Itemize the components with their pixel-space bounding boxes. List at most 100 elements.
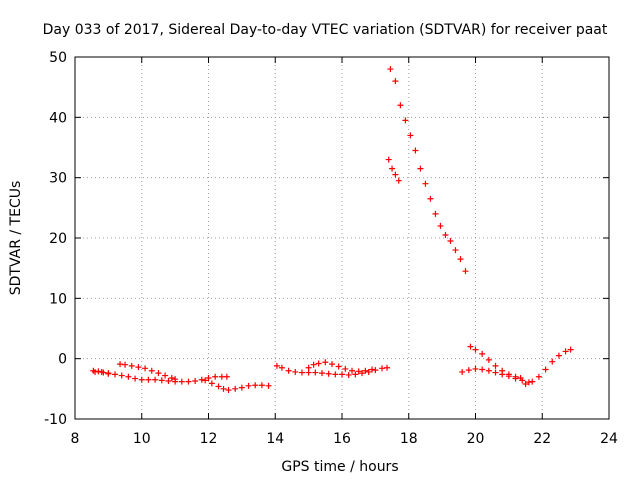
data-point (128, 362, 135, 369)
data-point (325, 370, 332, 377)
y-tick-label: 50 (49, 50, 67, 66)
data-point (362, 367, 369, 374)
series-arc-5 (273, 362, 391, 378)
data-point (192, 377, 199, 384)
data-point (208, 380, 215, 387)
data-point (258, 382, 265, 389)
data-point (172, 376, 179, 383)
data-point (205, 374, 212, 381)
series-arc-8 (385, 156, 402, 184)
data-point (412, 147, 419, 154)
data-point (447, 238, 454, 245)
y-tick-label: -10 (44, 412, 67, 428)
data-point (392, 78, 399, 85)
data-point (379, 365, 386, 372)
data-point (98, 368, 105, 375)
data-point (467, 343, 474, 350)
data-point (220, 385, 227, 392)
data-point (112, 371, 119, 378)
data-point (505, 371, 512, 378)
data-point (318, 370, 325, 377)
data-point (118, 372, 125, 379)
data-point (535, 373, 542, 380)
data-point (485, 356, 492, 363)
data-point (355, 368, 362, 375)
data-point (555, 352, 562, 359)
data-point (479, 350, 486, 357)
data-point (138, 376, 145, 383)
data-point (342, 365, 349, 372)
data-point (117, 361, 124, 368)
x-tick-label: 22 (533, 431, 551, 447)
data-point (427, 195, 434, 202)
data-point (158, 377, 165, 384)
data-point (567, 346, 574, 353)
data-point (369, 366, 376, 373)
y-tick-label: 40 (49, 110, 67, 126)
data-point (322, 359, 329, 366)
grid-lines (75, 57, 609, 419)
data-point (122, 361, 129, 368)
data-point (345, 371, 352, 378)
data-point (92, 368, 99, 375)
x-tick-label: 14 (266, 431, 284, 447)
data-point (298, 369, 305, 376)
data-point (465, 367, 472, 374)
data-point (212, 373, 219, 380)
x-tick-label: 18 (400, 431, 418, 447)
series-arc-3 (117, 361, 179, 383)
data-point (132, 375, 139, 382)
data-point (422, 180, 429, 187)
data-point (384, 364, 391, 371)
data-point (442, 231, 449, 238)
data-point (549, 358, 556, 365)
x-tick-label: 24 (600, 431, 618, 447)
data-point (285, 367, 292, 374)
x-tick-label: 12 (200, 431, 218, 447)
data-point (292, 368, 299, 375)
x-tick-label: 8 (71, 431, 80, 447)
series-arc-2 (92, 368, 112, 377)
data-point (162, 372, 169, 379)
series-arc-1 (90, 367, 230, 385)
data-point (529, 378, 536, 385)
data-point (389, 165, 396, 172)
data-point (252, 382, 259, 389)
x-axis-title: GPS time / hours (281, 459, 398, 475)
data-point (387, 66, 394, 73)
data-point (395, 177, 402, 184)
data-point (492, 369, 499, 376)
data-point (352, 371, 359, 378)
data-point (202, 377, 209, 384)
series-arc-10 (467, 343, 524, 381)
data-point (522, 381, 529, 388)
data-point (155, 370, 162, 377)
data-point (457, 256, 464, 263)
data-point (432, 210, 439, 217)
x-tick-label: 20 (467, 431, 485, 447)
series-arc-6 (305, 359, 376, 375)
x-tick-label: 16 (333, 431, 351, 447)
data-point (385, 156, 392, 163)
data-point (392, 171, 399, 178)
data-point (339, 371, 345, 378)
data-point (135, 364, 142, 371)
data-point (148, 367, 155, 374)
y-tick-label: 10 (49, 291, 67, 307)
data-point (105, 370, 112, 377)
data-point (273, 362, 280, 369)
data-point (218, 373, 225, 380)
data-point (185, 378, 192, 385)
y-tick-label: 20 (49, 231, 67, 247)
data-point (402, 117, 409, 124)
data-point (397, 102, 404, 109)
data-point (95, 368, 102, 375)
data-point (562, 348, 569, 355)
data-point (485, 367, 492, 374)
data-point (459, 368, 466, 375)
chart-title: Day 033 of 2017, Sidereal Day-to-day VTE… (43, 22, 608, 38)
data-point (499, 367, 506, 374)
data-point (232, 385, 239, 392)
data-point (238, 384, 245, 391)
data-point (517, 374, 524, 381)
